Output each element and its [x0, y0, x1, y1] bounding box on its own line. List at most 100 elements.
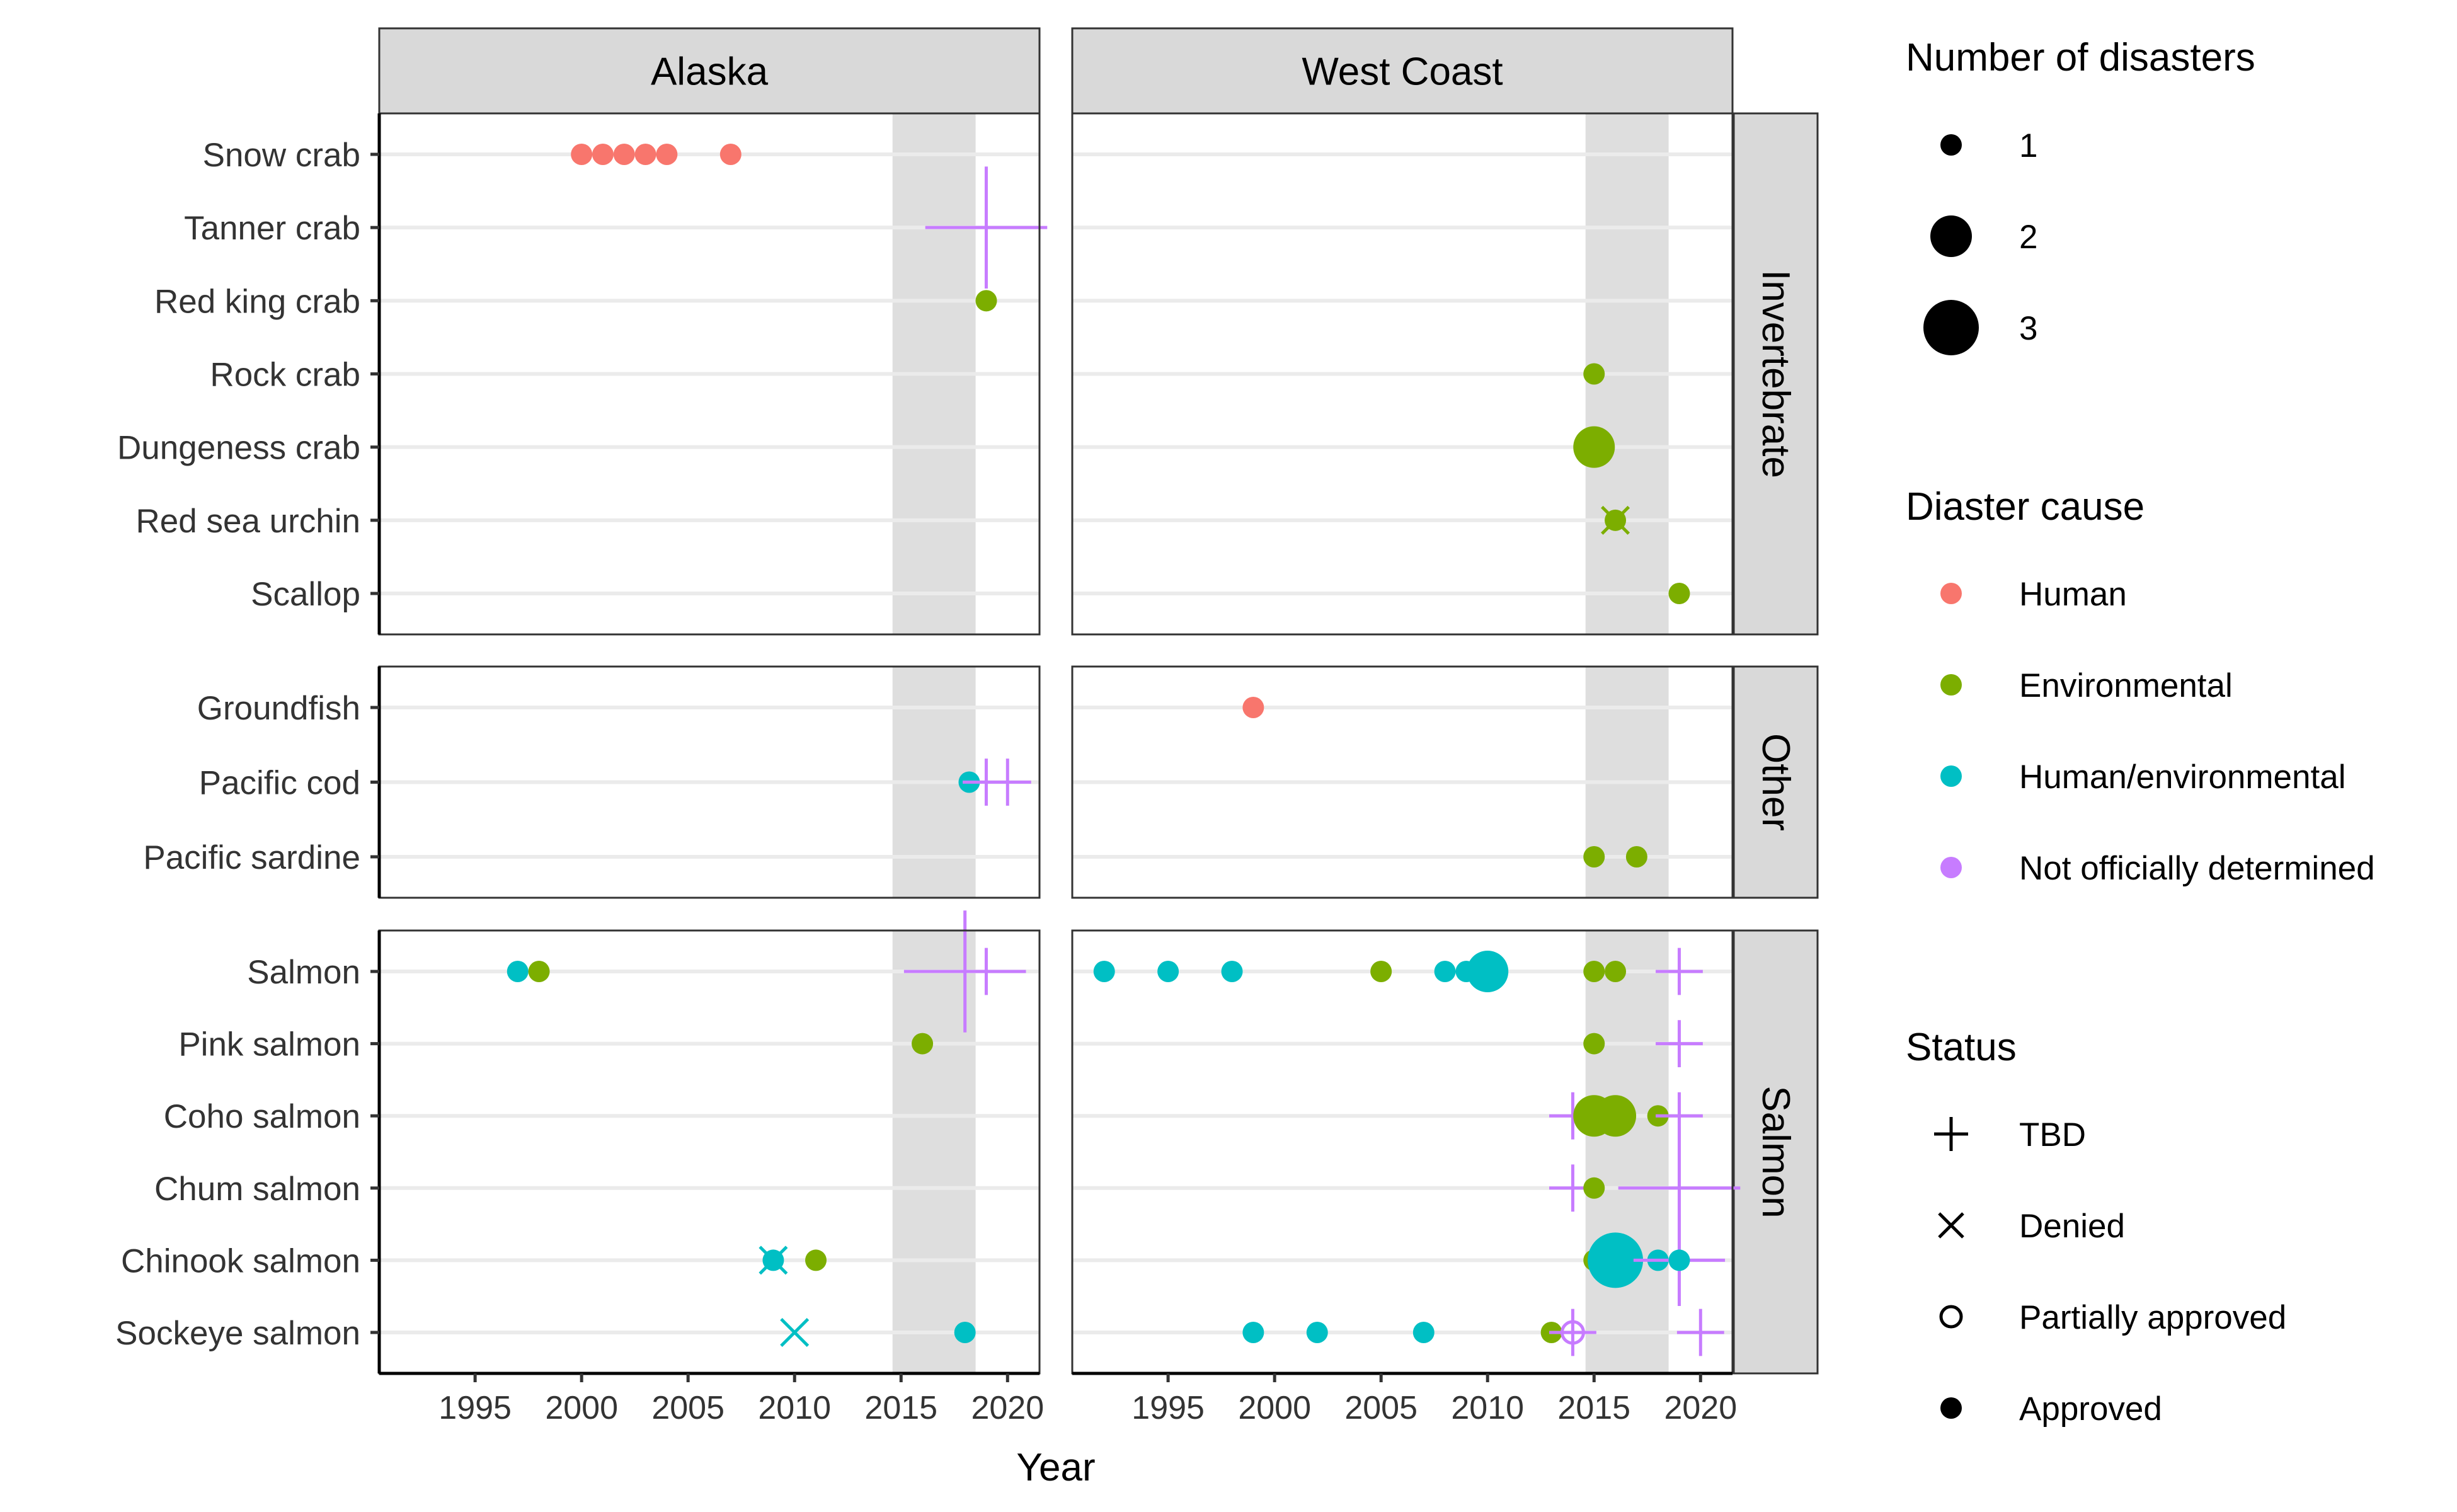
y-tick-label-salmon: Salmon — [247, 954, 360, 991]
y-tick-label-chum-salmon: Chum salmon — [154, 1171, 360, 1208]
point-west-coast-salmon-2005 — [1370, 961, 1392, 982]
x-tick-label: 2005 — [1344, 1390, 1418, 1426]
x-tick-label: 2010 — [758, 1390, 831, 1426]
point-west-coast-sockeye-salmon-2002 — [1306, 1322, 1328, 1343]
point-alaska-salmon-2019 — [963, 948, 1010, 995]
legend: Number of disasters 1 2 3 Diaster cause Human… — [1906, 36, 2375, 1428]
x-tick-label: 2010 — [1451, 1390, 1524, 1426]
y-tick-label-groundfish: Groundfish — [197, 690, 360, 727]
column-strip-alaska — [378, 27, 1041, 115]
axis-labels: Alaska West Coast Invertebrate Snow crab Tan… — [115, 50, 1797, 1490]
point-west-coast-pacific-sardine-2015 — [1583, 846, 1605, 868]
legend-size-title: Number of disasters — [1906, 36, 2255, 79]
column-strip-west-coast — [1071, 27, 1734, 115]
legend-status-key-partially-approved — [1939, 1305, 1963, 1329]
point-west-coast-scallop-2019 — [1668, 583, 1690, 604]
x-tick-label: 2000 — [545, 1390, 618, 1426]
y-tick-label-scallop: Scallop — [251, 576, 360, 613]
column-strip-label-alaska: Alaska — [651, 50, 769, 94]
legend-cause-title: Diaster cause — [1906, 485, 2145, 529]
point-west-coast-sockeye-salmon-2014 — [1560, 1320, 1585, 1345]
point-alaska-snow-crab-2002 — [613, 144, 635, 165]
row-strip-salmon — [1732, 929, 1819, 1375]
point-west-coast-salmon-2010 — [1467, 951, 1509, 992]
point-west-coast-salmon-2016 — [1605, 961, 1627, 982]
point-west-coast-sockeye-salmon-1999 — [1242, 1322, 1264, 1343]
x-tick-label: 2020 — [1664, 1390, 1737, 1426]
point-alaska-snow-crab-2001 — [592, 144, 614, 165]
point-west-coast-red-sea-urchin-2016 — [1601, 505, 1630, 535]
point-alaska-salmon-1997 — [507, 961, 529, 982]
point-west-coast-groundfish-1999 — [1242, 697, 1264, 718]
shaded-period — [892, 931, 976, 1373]
point-west-coast-rock-crab-2015 — [1583, 363, 1605, 385]
y-tick-label-tanner-crab: Tanner crab — [184, 210, 360, 247]
point-alaska-snow-crab-2003 — [634, 144, 656, 165]
legend-size-label-3: 3 — [2019, 310, 2037, 347]
column-strip-label-west-coast: West Coast — [1302, 50, 1503, 94]
point-west-coast-salmon-1998 — [1221, 961, 1243, 982]
point-alaska-tanner-crab-2019 — [925, 166, 1048, 289]
x-tick-label: 1995 — [1131, 1390, 1205, 1426]
y-tick-label-dungeness-crab: Dungeness crab — [117, 430, 360, 467]
y-tick-label-snow-crab: Snow crab — [203, 137, 360, 174]
y-tick-label-red-sea-urchin: Red sea urchin — [136, 503, 360, 540]
point-west-coast-salmon-2015 — [1583, 961, 1605, 982]
x-tick-label: 2020 — [971, 1390, 1044, 1426]
y-tick-label-sockeye-salmon: Sockeye salmon — [115, 1315, 360, 1352]
point-west-coast-pink-salmon-2015 — [1583, 1033, 1605, 1055]
y-tick-label-pink-salmon: Pink salmon — [178, 1026, 360, 1063]
legend-cause-label-human-environmental: Human/environmental — [2019, 759, 2345, 796]
y-tick-label-coho-salmon: Coho salmon — [164, 1098, 360, 1135]
legend-size-key-1 — [1940, 134, 1962, 156]
point-west-coast-salmon-2008 — [1434, 961, 1456, 982]
legend-size-label-2: 2 — [2019, 219, 2037, 256]
point-alaska-red-king-crab-2019 — [975, 290, 997, 312]
data-points — [507, 144, 1741, 1356]
point-west-coast-salmon-2019 — [1656, 948, 1703, 995]
legend-status-title: Status — [1906, 1026, 2017, 1069]
row-strip-label-salmon: Salmon — [1754, 1085, 1797, 1218]
x-tick-label: 2000 — [1238, 1390, 1311, 1426]
row-strip-label-other: Other — [1754, 733, 1797, 831]
x-axis-title: Year — [1016, 1446, 1095, 1489]
legend-cause-key-human — [1940, 583, 1962, 604]
point-alaska-snow-crab-2000 — [571, 144, 593, 165]
legend-status-label-tbd: TBD — [2019, 1116, 2086, 1154]
point-west-coast-chinook-salmon-2019 — [1668, 1249, 1690, 1271]
legend-status-key-denied — [1938, 1212, 1964, 1239]
row-strip-label-invertebrate: Invertebrate — [1754, 270, 1797, 478]
point-west-coast-sockeye-salmon-2020 — [1676, 1309, 1724, 1356]
point-west-coast-pacific-sardine-2017 — [1625, 846, 1647, 868]
panel-backgrounds — [378, 27, 1819, 1375]
legend-cause-label-not-officially-determined: Not officially determined — [2019, 850, 2375, 887]
point-alaska-chinook-salmon-2009 — [759, 1246, 788, 1275]
legend-cause-label-human: Human — [2019, 576, 2127, 613]
point-west-coast-sockeye-salmon-2007 — [1412, 1322, 1435, 1343]
point-west-coast-sockeye-salmon-2014 — [1549, 1309, 1596, 1356]
legend-status-key-tbd — [1934, 1117, 1968, 1151]
point-west-coast-salmon-1995 — [1157, 961, 1179, 982]
legend-cause-key-not-officially-determined — [1940, 857, 1962, 878]
x-tick-label: 1995 — [438, 1390, 512, 1426]
point-west-coast-dungeness-crab-2015 — [1573, 426, 1615, 468]
panel-frame-west-coast-other — [1071, 665, 1734, 899]
legend-status-label-partially-approved: Partially approved — [2019, 1299, 2286, 1336]
x-tick-label: 2015 — [1557, 1390, 1630, 1426]
row-strip-other — [1732, 665, 1819, 899]
y-tick-label-rock-crab: Rock crab — [210, 357, 360, 394]
point-alaska-pacific-cod-2020 — [983, 759, 1031, 806]
y-tick-label-chinook-salmon: Chinook salmon — [121, 1242, 360, 1280]
legend-cause-key-environmental — [1940, 674, 1962, 696]
legend-status-key-approved — [1940, 1397, 1962, 1419]
legend-status-label-approved: Approved — [2019, 1390, 2162, 1428]
point-alaska-sockeye-salmon-2018 — [954, 1322, 976, 1343]
point-alaska-snow-crab-2004 — [656, 144, 678, 165]
point-west-coast-chinook-salmon-2016 — [1588, 1232, 1644, 1288]
point-west-coast-pink-salmon-2019 — [1656, 1020, 1703, 1067]
shaded-period — [1585, 931, 1669, 1373]
point-alaska-pink-salmon-2016 — [912, 1033, 934, 1055]
row-strip-invertebrate — [1732, 112, 1819, 636]
legend-size-key-3 — [1923, 300, 1979, 355]
